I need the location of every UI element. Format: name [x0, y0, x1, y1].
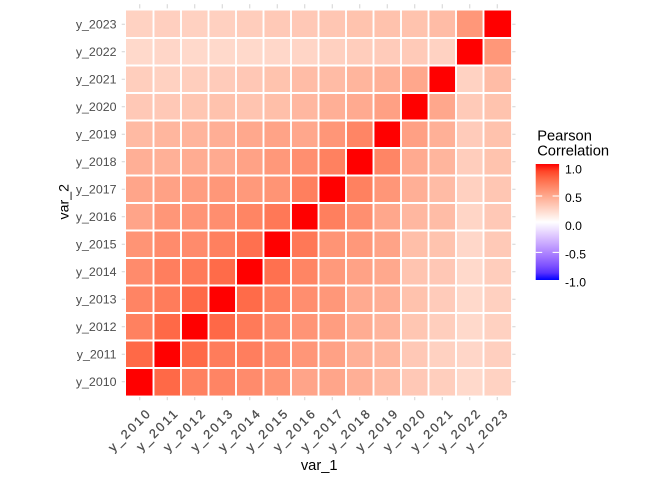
svg-text:0.5: 0.5: [565, 191, 582, 205]
svg-text:y_2013: y_2013: [76, 293, 117, 307]
svg-text:0.0: 0.0: [565, 219, 582, 233]
svg-text:Pearson: Pearson: [537, 128, 592, 144]
svg-text:y_2011: y_2011: [77, 348, 117, 362]
svg-text:y_2016: y_2016: [76, 210, 117, 224]
svg-text:y_2018: y_2018: [76, 155, 117, 169]
svg-text:y_2010: y_2010: [76, 375, 117, 389]
svg-text:var_2: var_2: [57, 184, 73, 220]
svg-text:y_2014: y_2014: [76, 265, 117, 279]
svg-text:y_2019: y_2019: [76, 128, 117, 142]
svg-text:y_2020: y_2020: [76, 100, 117, 114]
svg-text:var_1: var_1: [301, 458, 338, 474]
svg-text:y_2021: y_2021: [76, 73, 117, 87]
svg-text:y_2017: y_2017: [76, 183, 117, 197]
svg-text:Correlation: Correlation: [537, 144, 609, 160]
svg-text:y_2012: y_2012: [76, 320, 117, 334]
svg-text:y_2023: y_2023: [76, 18, 117, 32]
svg-text:-1.0: -1.0: [565, 276, 586, 290]
svg-text:-0.5: -0.5: [565, 247, 586, 261]
svg-text:y_2022: y_2022: [76, 45, 117, 59]
svg-text:1.0: 1.0: [565, 163, 582, 177]
svg-text:y_2015: y_2015: [76, 238, 117, 252]
